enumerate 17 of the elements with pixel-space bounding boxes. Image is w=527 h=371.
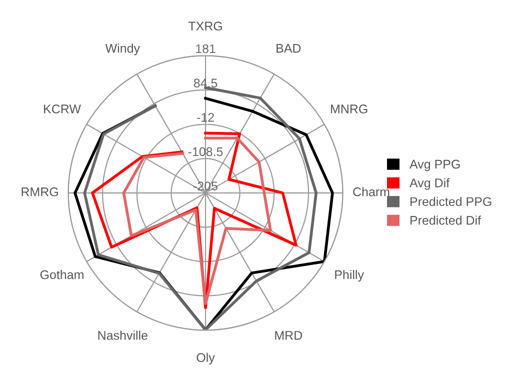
y-tick-label: 181 <box>196 44 216 54</box>
spoke-label: KCRW <box>44 104 81 114</box>
legend-label: Avg PPG <box>410 160 460 172</box>
spoke-label: Gotham <box>40 270 84 280</box>
legend-label: Avg Dif <box>410 178 450 190</box>
spoke-label: BAD <box>276 44 301 53</box>
spoke-label: Windy <box>105 44 140 56</box>
spoke-label: Oly <box>196 352 215 364</box>
spoke-label: Charm <box>353 187 390 196</box>
spoke-label: Philly <box>335 270 364 282</box>
legend-label: Predicted Dif <box>410 216 482 225</box>
spoke-label: RMRG <box>22 187 58 196</box>
legend-label: Predicted PPG <box>410 196 492 206</box>
spoke-label: Nashville <box>98 330 148 340</box>
spoke-label: TXRG <box>188 22 222 31</box>
spoke-label: MRD <box>275 331 302 340</box>
spoke-label: MNRG <box>331 104 368 114</box>
